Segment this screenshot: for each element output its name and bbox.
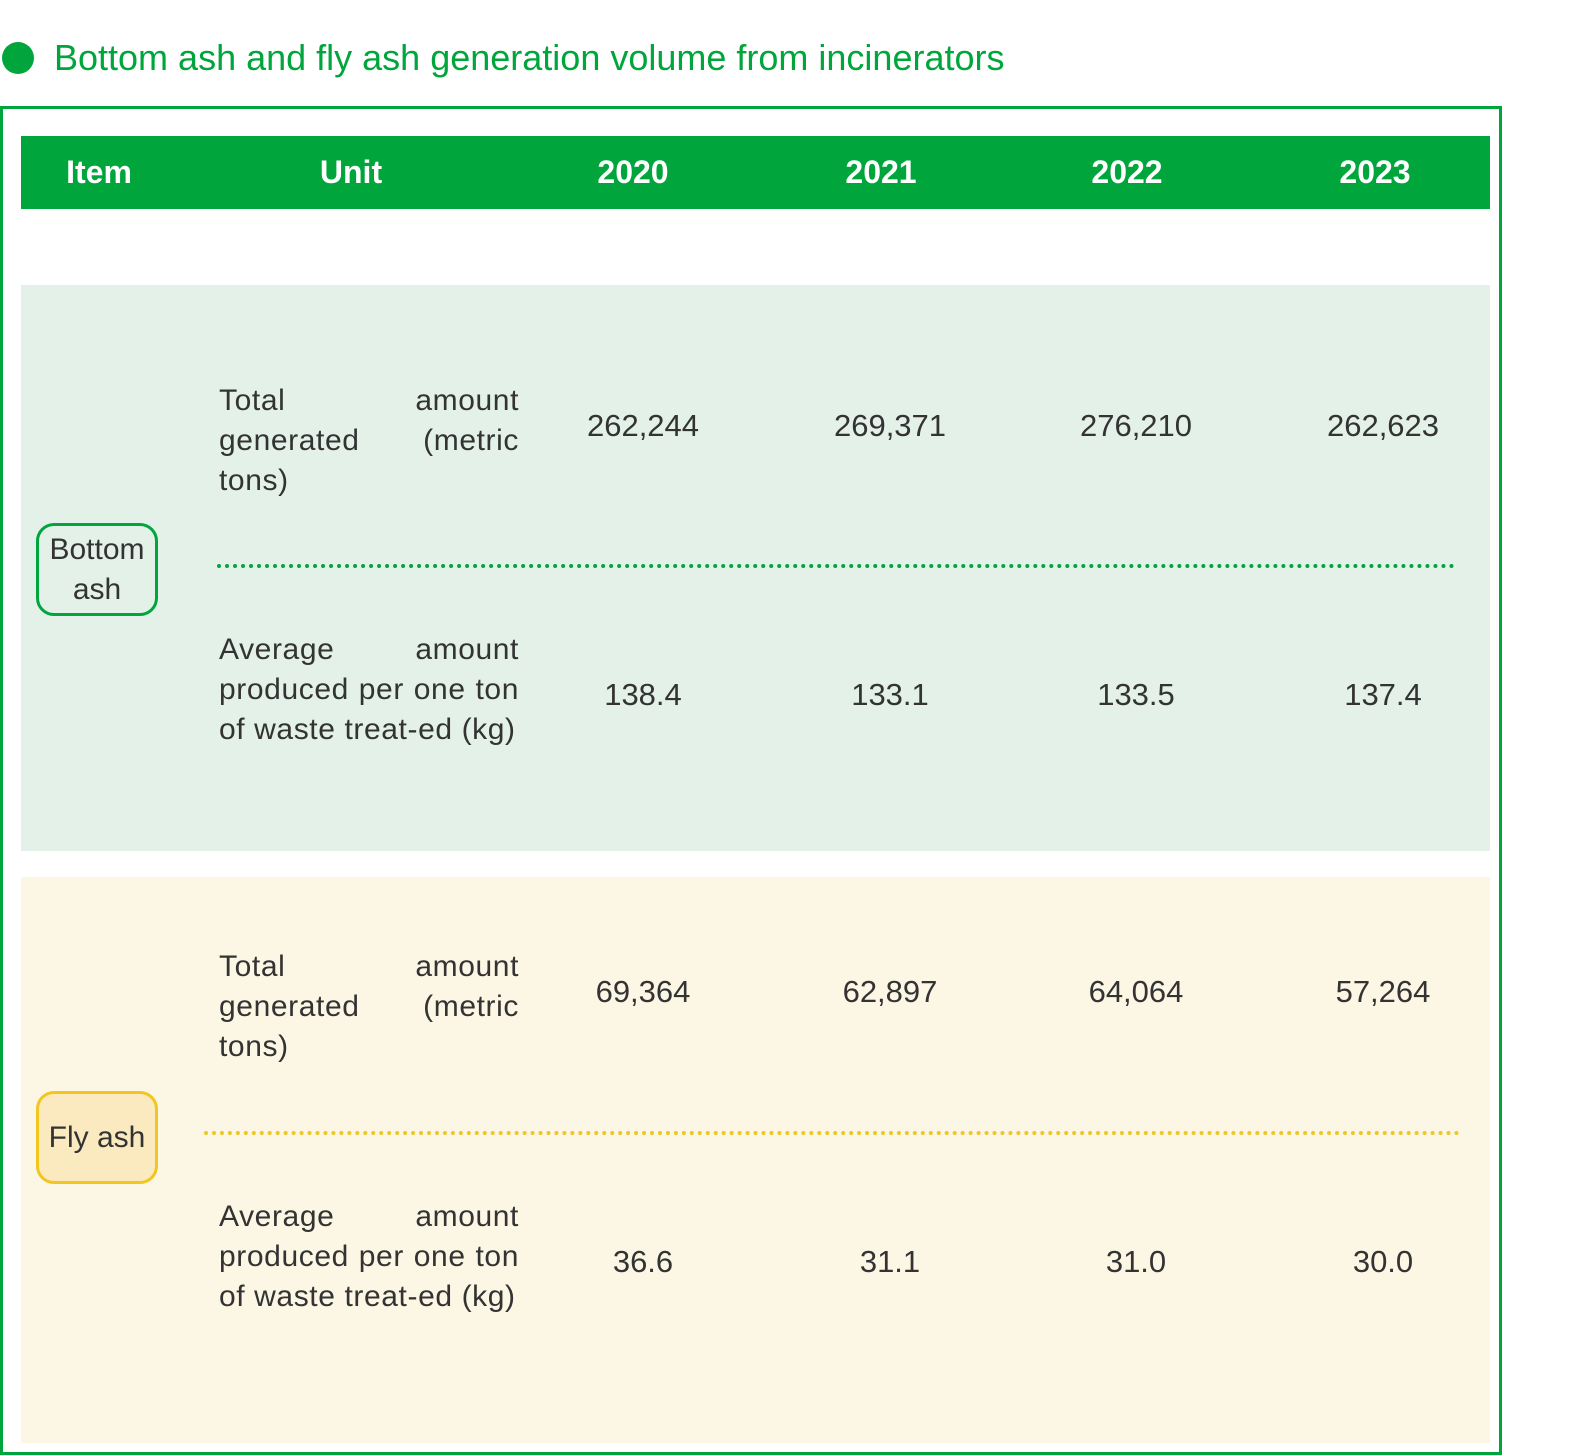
item-badge-bottom-ash: Bottom ash	[36, 523, 158, 616]
value-cell: 69,364	[595, 974, 691, 1009]
header-2021: 2021	[845, 154, 917, 190]
section-fly-ash: Fly ash Total amount generated (metric t…	[21, 877, 1490, 1443]
value-cell: 138.4	[604, 677, 682, 712]
value-cell: 30.0	[1352, 1244, 1414, 1279]
title-row: Bottom ash and fly ash generation volume…	[0, 30, 1004, 86]
value-cell: 64,064	[1088, 974, 1184, 1009]
unit-label: Average amount produced per one ton of w…	[219, 633, 519, 746]
section-bottom-ash: Bottom ash Total amount generated (metri…	[21, 285, 1490, 851]
value-cell: 31.1	[859, 1244, 921, 1279]
row-divider	[217, 564, 1455, 568]
value-cell: 269,371	[833, 408, 947, 443]
bullet-dot-icon	[2, 42, 34, 74]
value-cell: 276,210	[1079, 408, 1193, 443]
unit-label: Total amount generated (metric tons)	[219, 950, 519, 1063]
value-cell: 133.5	[1097, 677, 1175, 712]
value-cell: 62,897	[842, 974, 938, 1009]
value-cell: 36.6	[612, 1244, 674, 1279]
value-cell: 262,623	[1326, 408, 1440, 443]
header-item: Item	[66, 154, 132, 190]
table-header: Item Unit 2020 2021 2022 2023	[21, 136, 1490, 209]
unit-label: Average amount produced per one ton of w…	[219, 1200, 519, 1313]
header-2023: 2023	[1339, 154, 1411, 190]
value-cell: 133.1	[851, 677, 929, 712]
unit-label: Total amount generated (metric tons)	[219, 384, 519, 497]
value-cell: 31.0	[1105, 1244, 1167, 1279]
item-badge-fly-ash: Fly ash	[36, 1091, 158, 1184]
value-cell: 262,244	[586, 408, 700, 443]
row-divider	[204, 1131, 1460, 1135]
value-cell: 57,264	[1335, 974, 1431, 1009]
header-unit: Unit	[319, 154, 383, 190]
table-frame	[0, 106, 1502, 1455]
page-title: Bottom ash and fly ash generation volume…	[54, 37, 1005, 78]
value-cell: 137.4	[1344, 677, 1422, 712]
header-2020: 2020	[597, 154, 669, 190]
header-2022: 2022	[1091, 154, 1163, 190]
